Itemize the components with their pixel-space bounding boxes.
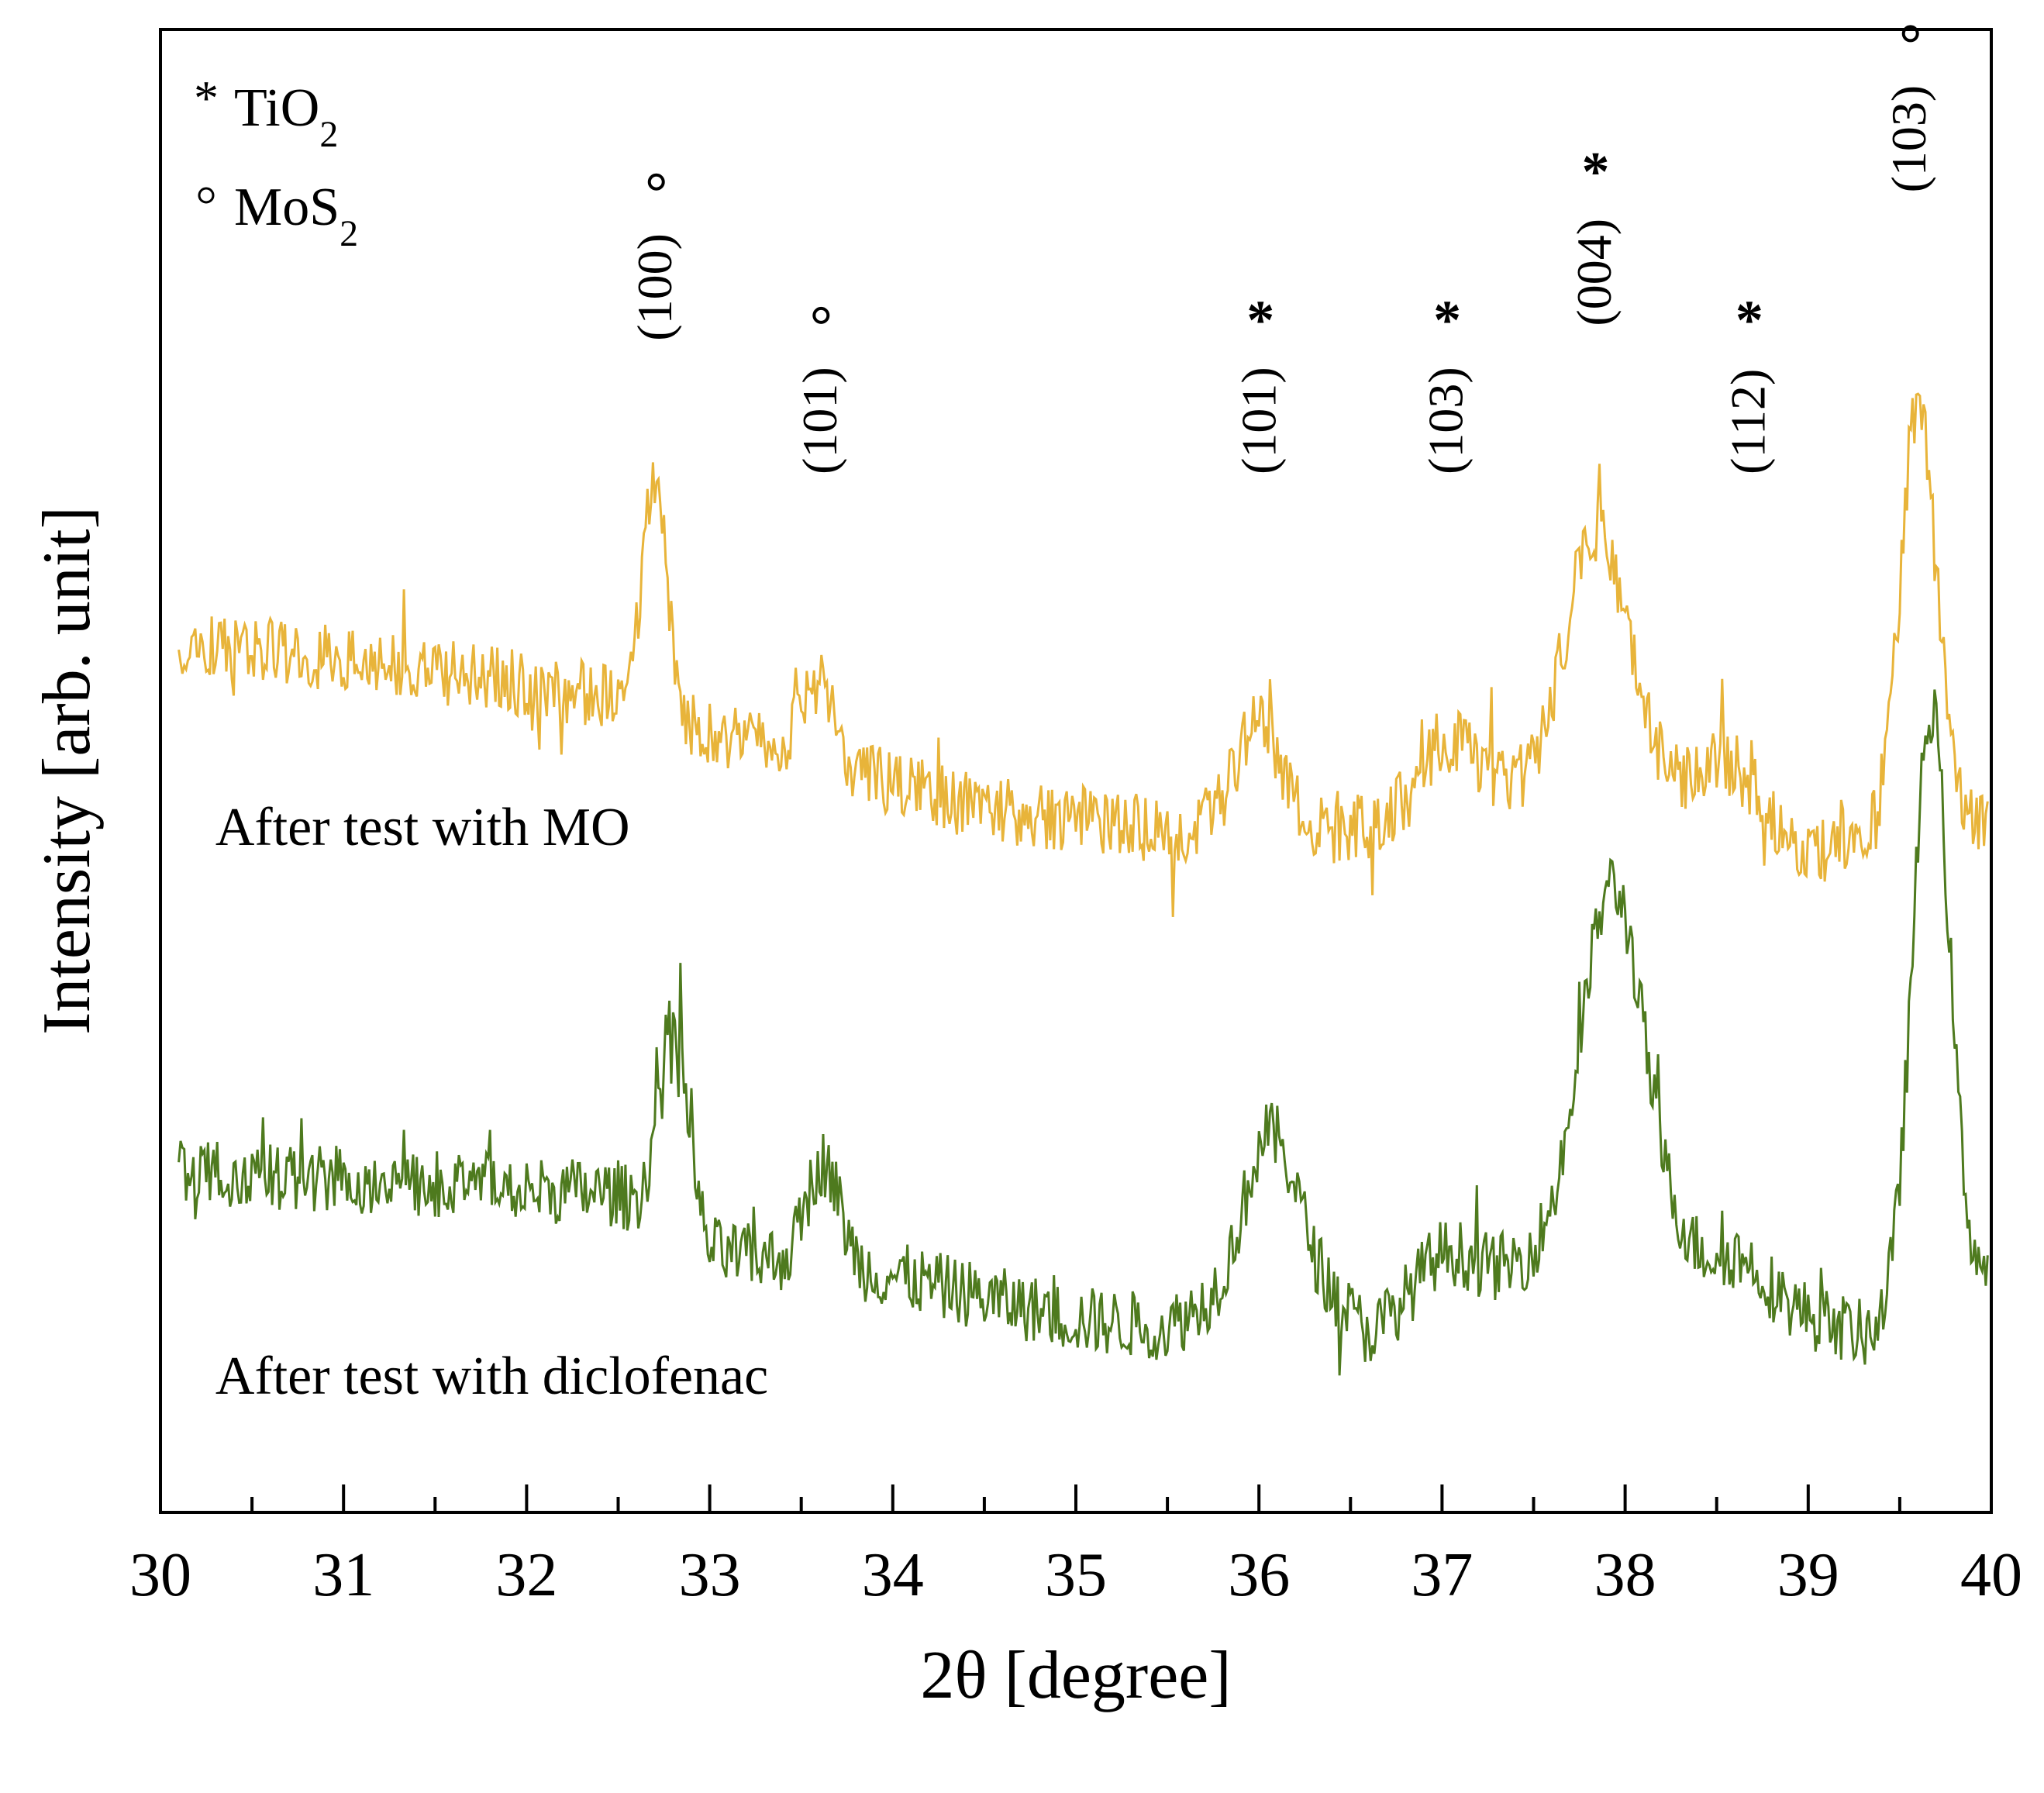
series-layer	[178, 392, 1989, 1376]
legend-label: TiO2	[234, 78, 338, 155]
x-tick-label: 34	[862, 1541, 924, 1609]
x-tick-label: 30	[129, 1541, 191, 1609]
legend-item: * TiO2	[194, 71, 338, 155]
peak-annotation: (100)	[627, 173, 682, 341]
legend-marker-circle	[198, 187, 215, 204]
peak-annotation: (004) *	[1567, 141, 1622, 326]
x-tick-label: 39	[1777, 1541, 1839, 1609]
legend-item: MoS2	[198, 178, 358, 254]
peak-annotation: (112) *	[1720, 289, 1775, 474]
peak-annotation: (101)	[792, 306, 847, 474]
series-labels: After test with MO After test with diclof…	[215, 798, 768, 1406]
x-tick-label: 40	[1960, 1541, 2022, 1609]
tio2-marker: *	[1246, 289, 1274, 351]
peak-hkl-label: (103)	[1418, 367, 1474, 474]
peak-hkl-label: (100)	[627, 233, 682, 341]
peak-annotations: (100) (101) (101) * (103) * (004) * (112) * (103)	[627, 25, 1936, 474]
mos2-marker	[812, 306, 830, 324]
peak-hkl-label: (103)	[1881, 85, 1936, 193]
series-label: After test with MO	[215, 798, 630, 857]
x-tick-label: 33	[679, 1541, 741, 1609]
mos2-marker	[647, 173, 665, 191]
series-label: After test with diclofenac	[215, 1346, 768, 1406]
peak-hkl-label: (101)	[1232, 367, 1287, 474]
mos2-marker	[1901, 25, 1919, 43]
x-tick-label: 37	[1411, 1541, 1473, 1609]
x-tick-label: 32	[495, 1541, 557, 1609]
peak-hkl-label: (112)	[1720, 369, 1775, 474]
y-axis-label: Intensity [arb. unit]	[29, 506, 105, 1035]
legend: * TiO2 MoS2	[194, 71, 358, 254]
peak-annotation: (103) *	[1418, 289, 1474, 474]
x-tick-label: 36	[1228, 1541, 1290, 1609]
legend-label: MoS2	[234, 178, 358, 254]
x-tick-label: 38	[1594, 1541, 1656, 1609]
legend-marker-star: *	[194, 71, 219, 126]
tio2-marker: *	[1433, 289, 1461, 351]
tio2-marker: *	[1581, 141, 1609, 203]
peak-hkl-label: (004)	[1567, 219, 1622, 326]
x-tick-label: 31	[312, 1541, 374, 1609]
peak-hkl-label: (101)	[792, 367, 847, 474]
series-line-2	[178, 689, 1989, 1376]
x-axis-label: 2θ [degree]	[920, 1638, 1231, 1713]
x-axis: 30 31 32 33 34 35 36 37 38 39 40	[129, 1484, 2022, 1609]
x-tick-label: 35	[1045, 1541, 1107, 1609]
peak-annotation: (101) *	[1232, 289, 1287, 474]
tio2-marker: *	[1736, 289, 1763, 351]
peak-annotation: (103)	[1881, 25, 1936, 193]
series-line-1	[178, 392, 1989, 917]
